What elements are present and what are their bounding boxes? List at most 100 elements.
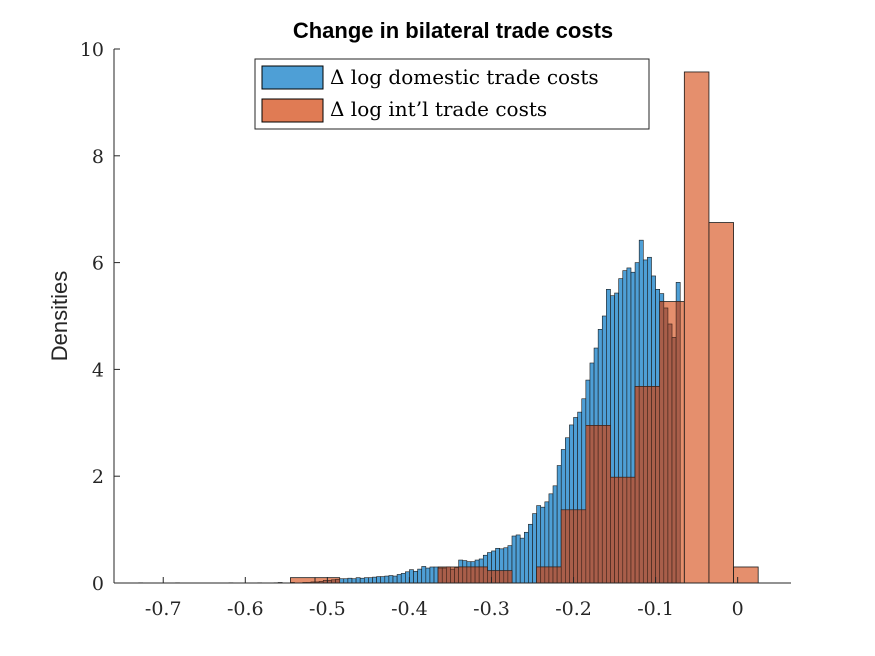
x-tick-label: -0.3	[473, 598, 510, 620]
domestic-bar	[515, 534, 521, 584]
y-tick-label: 10	[80, 39, 104, 61]
overlap-bar	[560, 509, 566, 584]
domestic-bar	[396, 574, 402, 584]
overlap-bar	[569, 509, 574, 584]
domestic-bar	[384, 575, 390, 584]
domestic-bar	[380, 576, 386, 584]
domestic-bar	[351, 578, 357, 584]
legend: Δ log domestic trade costs Δ log int’l t…	[254, 58, 650, 130]
domestic-bar	[524, 531, 529, 584]
domestic-bar	[368, 577, 373, 584]
domestic-bar	[343, 578, 349, 584]
y-tick-label: 8	[92, 146, 104, 168]
overlap-bar	[614, 476, 619, 584]
domestic-bar	[556, 465, 562, 584]
overlap-bar	[626, 476, 632, 584]
domestic-bar	[392, 575, 398, 584]
domestic-bar	[388, 575, 394, 584]
overlap-bar	[610, 476, 615, 584]
overlap-bar	[474, 566, 480, 584]
overlap-bar	[470, 566, 476, 584]
overlap-bar	[651, 386, 656, 584]
y-tick-label: 2	[92, 466, 104, 488]
overlap-bar	[507, 570, 513, 584]
domestic-bar	[417, 568, 423, 584]
legend-swatch-domestic	[261, 65, 324, 90]
overlap-bar	[491, 570, 496, 584]
overlap-bar	[647, 386, 652, 584]
intl-series-bars	[290, 71, 759, 584]
intl-bar	[683, 71, 710, 584]
overlap-bar	[573, 509, 578, 584]
overlap-bar	[335, 578, 340, 584]
domestic-bar	[359, 577, 365, 584]
overlap-bar	[581, 509, 587, 584]
overlap-bar	[503, 570, 509, 584]
chart-title: Change in bilateral trade costs	[293, 18, 613, 43]
overlap-bar	[458, 566, 464, 584]
domestic-bar	[405, 571, 410, 584]
domestic-bar	[339, 578, 345, 584]
overlap-bar	[593, 425, 599, 584]
overlap-bar	[466, 566, 472, 584]
domestic-bar	[433, 566, 439, 584]
x-tick-label: 0	[732, 598, 744, 620]
overlap-bar	[482, 566, 488, 584]
overlap-bar	[601, 425, 607, 584]
legend-label-intl: Δ log int’l trade costs	[330, 97, 547, 121]
overlap-bar	[441, 567, 447, 584]
domestic-bar	[413, 570, 418, 584]
y-ticks: 0 2 4 6 8 10	[80, 39, 120, 595]
domestic-bar	[355, 577, 361, 584]
x-tick-label: -0.7	[145, 598, 182, 620]
domestic-bar	[363, 577, 369, 584]
domestic-bar	[409, 569, 414, 584]
overlap-bar	[536, 566, 542, 584]
domestic-bar	[425, 567, 431, 584]
domestic-bar	[347, 577, 353, 584]
x-tick-label: -0.5	[309, 598, 346, 620]
overlap-bar	[499, 570, 505, 584]
y-axis-label: Densities	[47, 271, 72, 361]
domestic-bar	[511, 535, 517, 584]
domestic-bar	[429, 566, 435, 584]
domestic-bar	[519, 537, 525, 584]
overlap-bar	[642, 386, 648, 584]
overlap-bar	[548, 566, 554, 584]
overlap-bar	[597, 425, 603, 584]
overlap-bar	[495, 570, 500, 584]
overlap-bar	[446, 566, 451, 584]
overlap-bar	[589, 425, 595, 584]
overlap-bar	[540, 566, 546, 584]
x-ticks: -0.7 -0.6 -0.5 -0.4 -0.3 -0.2 -0.1 0	[145, 577, 744, 620]
overlap-bar	[655, 386, 661, 584]
domestic-bar	[372, 576, 377, 584]
overlap-bar	[622, 476, 628, 584]
overlap-bar	[462, 566, 468, 584]
overlap-bar	[565, 509, 570, 584]
overlap-bar	[437, 567, 443, 584]
x-tick-label: -0.6	[227, 598, 264, 620]
domestic-bar	[376, 576, 381, 584]
overlap-bar	[552, 566, 558, 584]
intl-bar	[708, 222, 734, 584]
overlap-bar	[606, 425, 611, 584]
x-tick-label: -0.2	[555, 598, 592, 620]
y-tick-label: 4	[92, 359, 104, 381]
overlap-bar	[450, 568, 455, 584]
domestic-bar	[532, 513, 537, 584]
overlap-bar	[630, 476, 636, 584]
domestic-bar	[400, 573, 406, 584]
overlap-bar	[638, 386, 644, 584]
domestic-bar	[528, 523, 533, 584]
overlap-bar	[671, 337, 677, 584]
overlap-bar	[478, 566, 484, 584]
overlap-bar	[585, 425, 591, 584]
legend-swatch-intl	[261, 98, 324, 123]
x-tick-label: -0.1	[637, 598, 674, 620]
overlap-bar	[659, 301, 665, 584]
overlap-bar	[487, 570, 492, 584]
legend-label-domestic: Δ log domestic trade costs	[330, 65, 599, 89]
y-tick-label: 0	[92, 573, 104, 595]
